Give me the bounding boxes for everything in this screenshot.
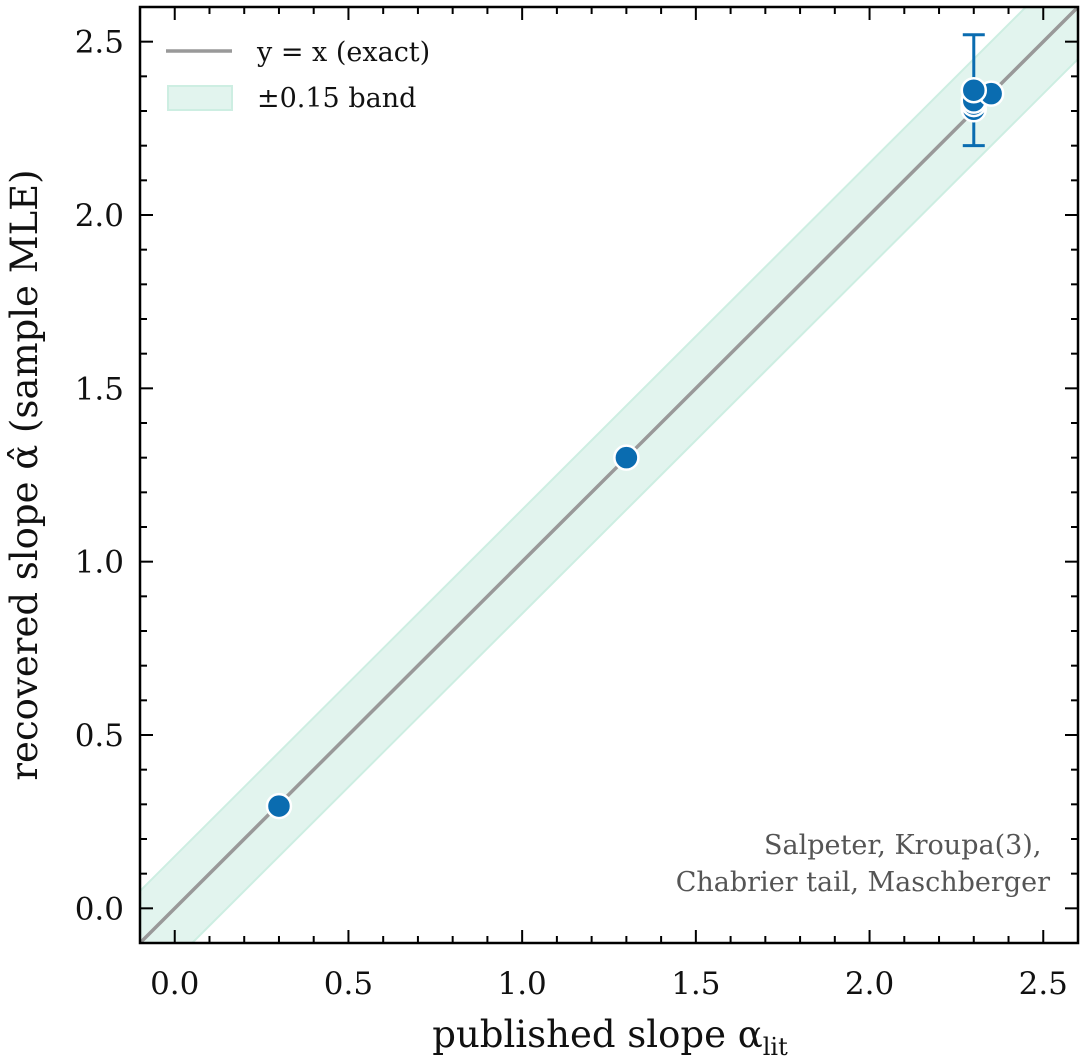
plot-frame (138, 5, 1080, 945)
data-point-0 (265, 792, 293, 820)
x-tick-label: 2.0 (845, 966, 894, 1002)
y-tick-label: 2.5 (75, 25, 124, 61)
y-tick-labels: 0.0 0.5 1.0 1.5 2.0 2.5 (75, 25, 124, 928)
x-tick-label: 1.0 (497, 966, 546, 1002)
x-axis-title: published slope αlit (432, 1013, 788, 1061)
y-tick-label: 1.0 (75, 545, 124, 581)
y-axis-title: recovered slope α̂ (sample MLE) (3, 169, 46, 780)
x-tick-label: 0.0 (150, 966, 199, 1002)
x-axis-title-main: published slope α (432, 1013, 762, 1056)
legend-band-label: ±0.15 band (257, 83, 416, 114)
data-point-6 (960, 76, 988, 104)
legend: y = x (exact) ±0.15 band (166, 37, 430, 114)
annotation: Salpeter, Kroupa(3), Chabrier tail, Masc… (676, 830, 1050, 898)
x-tick-label: 2.5 (1019, 966, 1068, 1002)
y-tick-label: 2.0 (75, 198, 124, 234)
y-tick-label: 1.5 (75, 371, 124, 407)
data-point-1 (613, 444, 640, 471)
x-tick-labels: 0.0 0.5 1.0 1.5 2.0 2.5 (150, 966, 1068, 1002)
legend-line-label: y = x (exact) (256, 37, 430, 68)
annotation-line-2: Chabrier tail, Maschberger (676, 867, 1050, 898)
x-tick-label: 1.5 (671, 966, 720, 1002)
legend-band-swatch (167, 85, 233, 111)
y-tick-label: 0.0 (75, 891, 124, 927)
y-tick-label: 0.5 (75, 718, 124, 754)
data-points-layer (265, 76, 1005, 820)
x-axis-title-subscript: lit (763, 1033, 788, 1061)
x-tick-label: 0.5 (324, 966, 373, 1002)
annotation-line-1: Salpeter, Kroupa(3), (764, 830, 1041, 861)
